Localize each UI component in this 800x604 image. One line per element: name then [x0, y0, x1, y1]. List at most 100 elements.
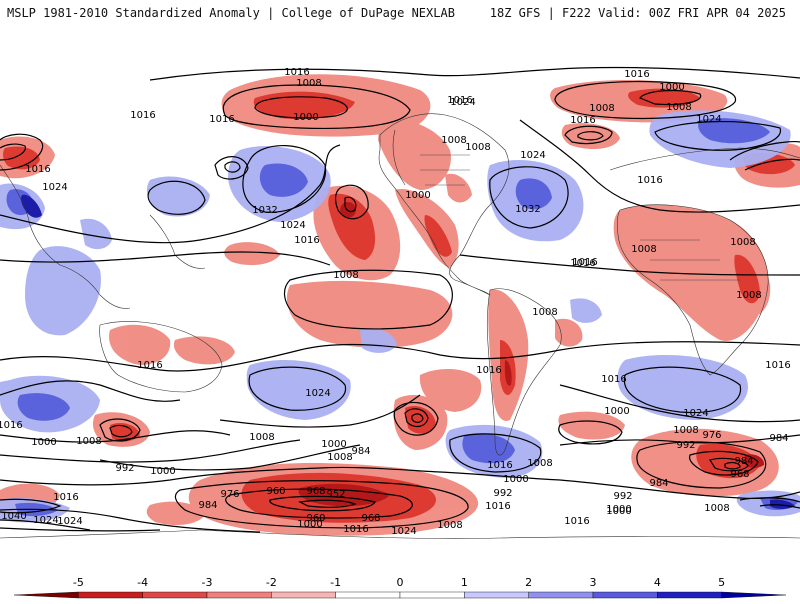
contour-label: 1016 — [0, 420, 23, 431]
contour-label: 1000 — [606, 506, 631, 517]
contour-label: 1008 — [465, 142, 490, 153]
contour-label: 1032 — [252, 205, 277, 216]
colorbar-tick: -5 — [73, 576, 84, 589]
contour-label: 1016 — [209, 114, 234, 125]
contour-label: 1016 — [564, 516, 589, 527]
contour-label: 992 — [613, 491, 632, 502]
contour-label: 952 — [326, 489, 345, 500]
contour-label: 960 — [306, 513, 325, 524]
contour-label: 1016 — [570, 258, 595, 269]
contour-label: 960 — [266, 486, 285, 497]
contour-label: 1008 — [333, 270, 358, 281]
contour-label: 1024 — [696, 114, 721, 125]
contour-label: 1024 — [42, 182, 67, 193]
contour-label: 984 — [198, 500, 217, 511]
colorbar-tick: 0 — [397, 576, 404, 589]
contour-label: 1008 — [736, 290, 761, 301]
colorbar-cell — [464, 591, 529, 599]
contour-label: 984 — [769, 433, 788, 444]
contour-label: 1016 — [624, 69, 649, 80]
contour-label: 1016 — [294, 235, 319, 246]
colorbar-cell — [657, 591, 722, 599]
contour-label: 1016 — [601, 374, 626, 385]
colorbar-cell — [721, 591, 787, 599]
colorbar-tick: -4 — [137, 576, 148, 589]
contour-label: 1016 — [765, 360, 790, 371]
contour-label: 1016 — [487, 460, 512, 471]
contour-label: 1016 — [25, 164, 50, 175]
contour-label: 976 — [220, 489, 239, 500]
contour-label: 984 — [649, 478, 668, 489]
contour-label: 992 — [493, 488, 512, 499]
contour-label: 1008 — [249, 432, 274, 443]
contour-label: 1000 — [659, 82, 684, 93]
contour-label: 1016 — [485, 501, 510, 512]
contour-label: 1040 — [1, 511, 26, 522]
contour-label: 1000 — [604, 406, 629, 417]
contour-label: 1016 — [284, 67, 309, 78]
contour-label: 1008 — [631, 244, 656, 255]
colorbar-tick: 2 — [525, 576, 532, 589]
contour-label: 1008 — [441, 135, 466, 146]
contour-label: 984 — [734, 456, 753, 467]
colorbar-tick: 3 — [590, 576, 597, 589]
contour-label: 1032 — [515, 204, 540, 215]
contour-label: 1008 — [730, 237, 755, 248]
colorbar-cell — [399, 591, 465, 599]
contour-label: 1000 — [293, 112, 318, 123]
contour-label: 1016 — [476, 365, 501, 376]
colorbar-tick: 4 — [654, 576, 661, 589]
contour-label: 968 — [306, 486, 325, 497]
contour-label: 1008 — [296, 78, 321, 89]
contour-label: 1024 — [33, 515, 58, 526]
colorbar: -5 -4 -3 -2 -1 0 1 2 3 4 5 — [0, 560, 800, 600]
contour-label: 976 — [702, 430, 721, 441]
contour-label: 1016 — [137, 360, 162, 371]
contour-label: 1008 — [704, 503, 729, 514]
colorbar-graphic: -5 -4 -3 -2 -1 0 1 2 3 4 5 — [13, 576, 787, 599]
contour-label: 992 — [115, 463, 134, 474]
colorbar-tick-labels: -5 -4 -3 -2 -1 0 1 2 3 4 5 — [73, 576, 725, 589]
contour-label: 1000 — [503, 474, 528, 485]
contour-label: 1024 — [305, 388, 330, 399]
header-bar: MSLP 1981-2010 Standardized Anomaly | Co… — [0, 0, 800, 40]
colorbar-cell — [528, 591, 594, 599]
contour-label: 1008 — [532, 307, 557, 318]
map-title: MSLP 1981-2010 Standardized Anomaly | Co… — [7, 6, 455, 20]
contour-label: 1000 — [606, 504, 631, 515]
colorbar-tick: -2 — [266, 576, 277, 589]
contour-label: 1024 — [391, 526, 416, 537]
map-panel: 1016 1008 1000 1016 1016 1016 1000 1008 1016 1024… — [0, 40, 800, 560]
contour-label: 1000 — [321, 439, 346, 450]
contour-label: 1008 — [76, 436, 101, 447]
coastlines — [0, 113, 800, 539]
contour-label: 1000 — [405, 190, 430, 201]
contour-label: 968 — [361, 513, 380, 524]
contour-label: 1016 — [570, 115, 595, 126]
contour-label: 1008 — [527, 458, 552, 469]
colorbar-tick: 1 — [461, 576, 468, 589]
contour-label: 992 — [676, 440, 695, 451]
contour-label: 1024 — [450, 97, 475, 108]
contour-label: 984 — [351, 446, 370, 457]
colorbar-cell — [13, 591, 79, 599]
contour-label: 1008 — [666, 102, 691, 113]
contour-label: 1000 — [297, 519, 322, 530]
colorbar-cell — [592, 591, 658, 599]
contour-label: 1016 — [53, 492, 78, 503]
colorbar-tick: -3 — [202, 576, 213, 589]
isobar-contours — [0, 66, 800, 533]
contour-label: 1024 — [683, 408, 708, 419]
contour-label: 1024 — [520, 150, 545, 161]
contour-label: 1000 — [150, 466, 175, 477]
contour-label: 1016 — [130, 110, 155, 121]
colorbar-cell — [142, 591, 208, 599]
colorbar-cell — [335, 591, 401, 599]
colorbar-tick: -1 — [330, 576, 341, 589]
contour-label: 1024 — [57, 516, 82, 527]
colorbar-cell — [78, 591, 143, 599]
contour-label: 1008 — [327, 452, 352, 463]
contour-label: 1016 — [637, 175, 662, 186]
contour-label: 1008 — [673, 425, 698, 436]
